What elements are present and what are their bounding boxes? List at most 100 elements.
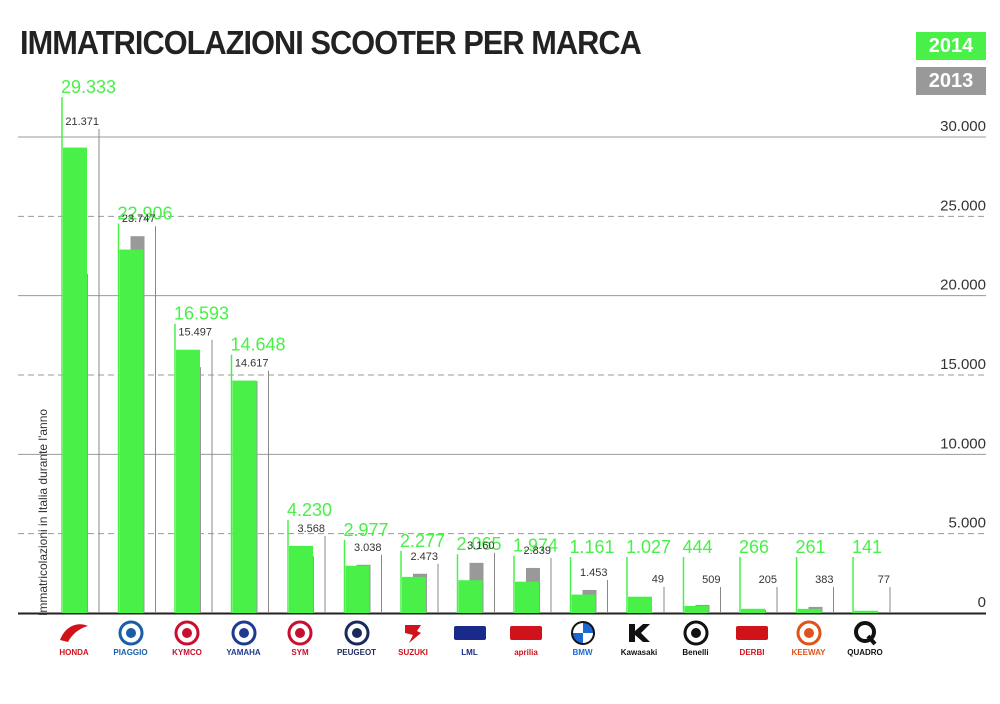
quadro-q-icon [854,621,877,646]
bar-2014 [176,349,200,613]
bar-2014 [289,545,313,613]
brand-name: KYMCO [172,648,202,657]
brand-name: KEEWAY [791,648,826,657]
lml-wordmark-icon [453,626,486,640]
brand-logo: SYM [273,620,327,666]
brand-logo: KYMCO [160,620,214,666]
brand-logo: HONDA [47,620,101,666]
data-label-2013: 509 [702,574,720,586]
bar-2014 [515,581,539,613]
data-label-2013: 21.371 [65,116,99,128]
honda-wing-icon [60,624,88,642]
y-axis-label: Immatricolazioni in Italia durante l'ann… [36,408,50,616]
brand-logo: Kawasaki [612,620,666,666]
yamaha-tuning-forks-icon [231,620,256,646]
kawasaki-k-icon [629,624,650,642]
kymco-oval-icon [174,620,200,646]
brand-name: aprilia [514,648,538,657]
data-label-2014: 141 [852,537,882,557]
brand-name: LML [461,648,478,657]
y-tick-label: 0 [978,594,986,611]
data-label-2013: 2.839 [523,545,551,557]
bmw-roundel-icon [570,621,595,645]
brand-name: PIAGGIO [113,648,148,657]
data-label-2014: 16.593 [174,304,229,324]
aprilia-wordmark-icon [510,626,542,640]
data-label-2013: 3.038 [354,542,382,554]
brand-name: YAMAHA [226,648,261,657]
y-tick-label: 15.000 [940,356,986,373]
brand-logo: Benelli [669,620,723,666]
bar-2014 [345,565,370,613]
bar-2014 [854,610,878,613]
brand-logo: aprilia [499,620,553,666]
brand-name: SUZUKI [398,648,428,657]
brand-logo: QUADRO [838,620,892,666]
brand-name: QUADRO [847,648,883,657]
y-tick-label: 20.000 [940,277,986,294]
y-tick-label: 10.000 [940,435,986,452]
y-tick-label: 5.000 [948,515,986,532]
brand-name: HONDA [59,648,89,657]
bar-2014 [628,596,652,613]
data-label-2014: 2.277 [400,531,445,551]
bar-2014 [797,608,822,613]
data-label-2014: 2.977 [344,520,389,540]
brand-name: BMW [572,648,593,657]
data-label-2014: 29.333 [61,77,116,97]
data-label-2014: 444 [683,537,713,557]
data-label-2013: 2.473 [410,551,438,563]
y-tick-label: 30.000 [940,118,986,135]
data-label-2013: 15.497 [178,327,212,339]
benelli-lion-icon [683,620,708,646]
brand-logo: YAMAHA [217,620,271,666]
sym-emblem-icon [287,620,313,646]
data-label-2013: 23.747 [122,213,156,225]
bar-2014 [232,380,257,613]
bar-2014 [684,605,709,613]
bar-2014 [741,608,765,613]
data-label-2013: 77 [878,574,890,586]
derbi-wordmark-icon [736,626,768,640]
brand-name: Benelli [682,648,709,657]
brand-logo: BMW [556,620,610,666]
brand-name: Kawasaki [620,648,658,657]
y-tick-label: 25.000 [940,197,986,214]
data-label-2013: 3.160 [467,540,495,552]
data-label-2014: 1.974 [513,536,558,556]
data-label-2013: 205 [759,574,777,586]
data-label-2013: 49 [652,574,664,586]
data-label-2014: 261 [796,537,826,557]
data-label-2014: 1.027 [626,537,671,557]
brand-logo: SUZUKI [386,620,440,666]
brand-name: PEUGEOT [336,648,377,657]
data-label-2013: 1.453 [580,567,608,579]
data-label-2014: 2.065 [457,534,502,554]
data-label-2013: 383 [815,574,833,586]
data-label-2014: 266 [739,537,769,557]
legend-2013: 2013 [916,67,986,95]
peugeot-lion-icon [344,620,369,646]
data-label-2014: 22.906 [118,204,173,224]
brand-logo: PEUGEOT [330,620,384,666]
chart-title: IMMATRICOLAZIONI SCOOTER PER MARCA [20,24,642,61]
bar-2014 [402,576,426,613]
legend-2014: 2014 [916,32,986,60]
data-label-2014: 1.161 [570,537,615,557]
brand-name: DERBI [739,648,765,657]
bar-2014 [119,249,144,613]
brand-logo: LML [443,620,497,666]
piaggio-shield-icon [118,620,143,646]
brand-logo: DERBI [725,620,779,666]
data-label-2013: 3.568 [297,523,325,535]
bar-2014 [571,594,596,613]
brand-logo: KEEWAY [782,620,836,666]
keeway-emblem-icon [796,620,821,646]
bar-2014 [458,580,483,613]
brand-name: SYM [291,648,309,657]
brand-logo: PIAGGIO [104,620,158,666]
data-label-2014: 4.230 [287,500,332,520]
bar-2014 [63,147,87,613]
data-label-2013: 14.617 [235,358,269,370]
